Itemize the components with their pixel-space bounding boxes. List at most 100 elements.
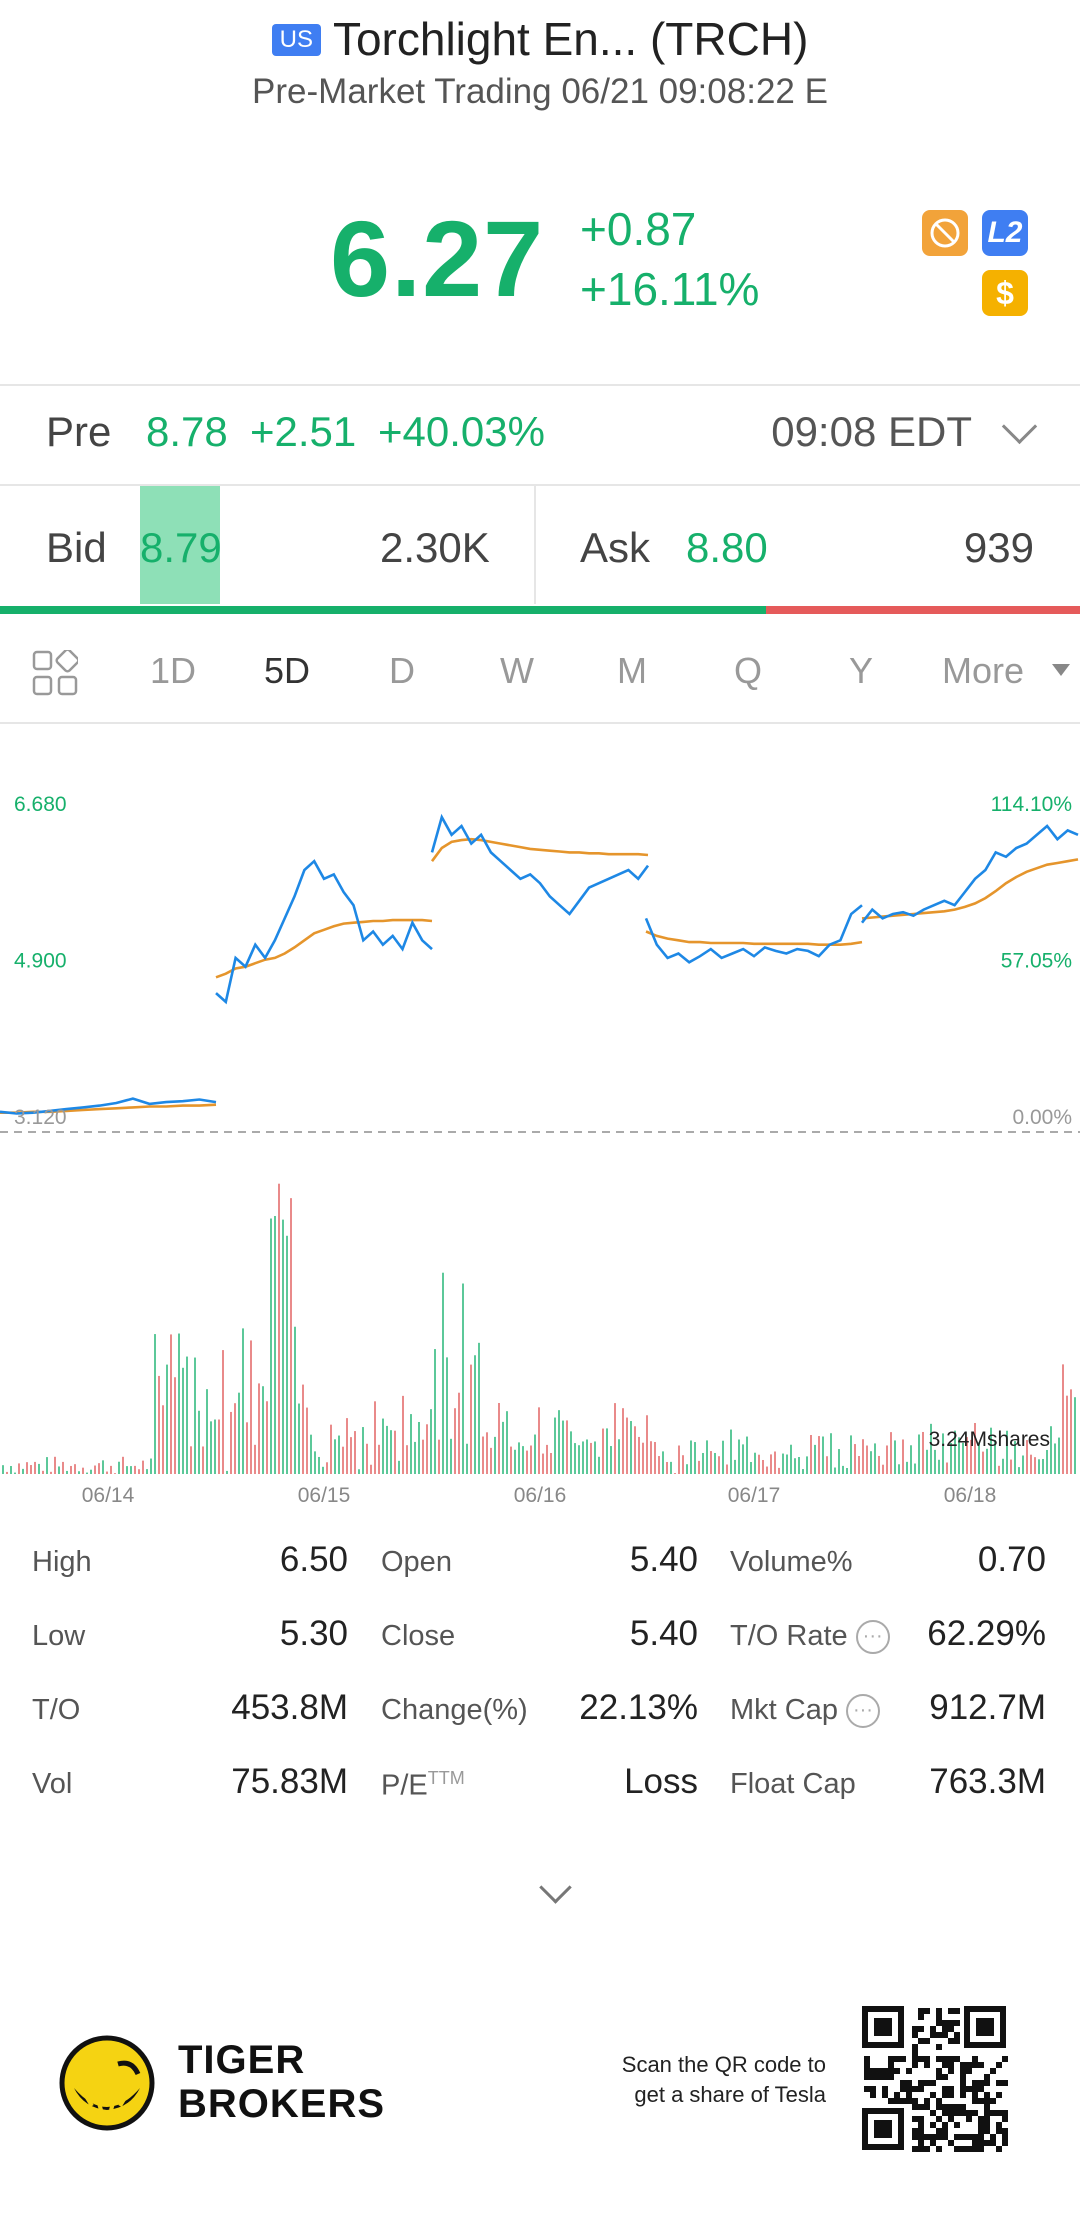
volume-bar bbox=[714, 1452, 716, 1474]
y-right-label: 0.00% bbox=[1012, 1106, 1072, 1129]
tab-more[interactable]: More bbox=[942, 650, 1025, 691]
period-tabs: 1D 5D D W M Q Y More bbox=[0, 614, 1080, 722]
volume-bar bbox=[498, 1402, 500, 1474]
volume-bar bbox=[414, 1441, 416, 1474]
level2-icon[interactable]: L2 bbox=[982, 210, 1028, 256]
tab-d[interactable]: D bbox=[389, 650, 415, 691]
stat-label: Float Cap bbox=[730, 1768, 856, 1801]
volume-bar bbox=[586, 1439, 588, 1474]
volume-bar bbox=[978, 1442, 980, 1474]
volume-bar bbox=[82, 1467, 84, 1474]
volume-bar bbox=[906, 1461, 908, 1474]
volume-bar bbox=[658, 1456, 660, 1474]
volume-bar bbox=[970, 1439, 972, 1474]
stat-label-text: Change(%) bbox=[381, 1694, 528, 1726]
volume-bar bbox=[434, 1349, 436, 1474]
volume-bar bbox=[794, 1458, 796, 1474]
tab-5d[interactable]: 5D bbox=[264, 650, 311, 691]
volume-bar bbox=[902, 1439, 904, 1474]
pre-market-time: 09:08 EDT bbox=[771, 408, 972, 455]
volume-bar bbox=[690, 1440, 692, 1474]
stat-value: 453.8M bbox=[231, 1688, 348, 1727]
volume-bar bbox=[982, 1451, 984, 1474]
ask-price: 8.80 bbox=[686, 524, 768, 571]
stat-label: T/O Rate ··· bbox=[730, 1620, 890, 1655]
chevron-down-icon[interactable] bbox=[1001, 408, 1038, 445]
volume-bar bbox=[234, 1403, 236, 1474]
volume-bar bbox=[478, 1342, 480, 1474]
tab-q[interactable]: Q bbox=[734, 650, 763, 691]
volume-bar bbox=[738, 1439, 740, 1474]
volume-bar bbox=[370, 1464, 372, 1474]
tab-m[interactable]: M bbox=[617, 650, 647, 691]
volume-bar bbox=[146, 1469, 148, 1474]
volume-bar bbox=[730, 1429, 732, 1474]
volume-bar bbox=[1014, 1441, 1016, 1474]
volume-bar bbox=[162, 1405, 164, 1474]
volume-bar bbox=[138, 1469, 140, 1474]
tab-1d[interactable]: 1D bbox=[150, 650, 197, 691]
volume-bar bbox=[134, 1465, 136, 1474]
bid-highlight bbox=[140, 486, 220, 604]
no-sign-icon[interactable] bbox=[922, 210, 968, 256]
stat-label-text: T/O Rate bbox=[730, 1620, 848, 1652]
volume-bar bbox=[826, 1456, 828, 1474]
caret-down-icon[interactable] bbox=[1052, 664, 1070, 676]
volume-bar bbox=[382, 1418, 384, 1474]
volume-bar bbox=[446, 1357, 448, 1474]
volume-bar bbox=[746, 1436, 748, 1474]
tab-y[interactable]: Y bbox=[849, 650, 874, 691]
volume-bar bbox=[934, 1449, 936, 1474]
volume-bar bbox=[442, 1272, 444, 1474]
brand-name: TIGER bbox=[178, 2038, 306, 2082]
volume-bar bbox=[1062, 1364, 1064, 1474]
stat-label: Close bbox=[381, 1620, 455, 1653]
volume-bar bbox=[750, 1461, 752, 1474]
pre-market-row[interactable]: Pre 8.78 +2.51 +40.03% 09:08 EDT bbox=[0, 400, 1080, 472]
volume-bar bbox=[470, 1364, 472, 1474]
volume-bar bbox=[342, 1446, 344, 1474]
avg-line-06/17 bbox=[645, 930, 863, 946]
volume-bar bbox=[726, 1464, 728, 1474]
layout-grid-icon[interactable] bbox=[32, 650, 78, 696]
tab-w[interactable]: W bbox=[500, 650, 534, 691]
volume-bar bbox=[90, 1469, 92, 1474]
stat-label-sup: TTM bbox=[427, 1768, 465, 1788]
volume-bar bbox=[358, 1469, 360, 1474]
volume-bar bbox=[938, 1459, 940, 1474]
volume-bar bbox=[674, 1473, 676, 1474]
volume-bar bbox=[366, 1443, 368, 1474]
dollar-icon[interactable]: $ bbox=[982, 270, 1028, 316]
pre-market-price: 8.78 bbox=[146, 408, 228, 455]
volume-bar bbox=[1046, 1450, 1048, 1474]
stat-value: 75.83M bbox=[231, 1762, 348, 1801]
volume-bar bbox=[170, 1334, 172, 1474]
tiger-logo-icon bbox=[59, 2035, 155, 2131]
divider bbox=[0, 722, 1080, 724]
chevron-down-icon[interactable] bbox=[539, 1871, 572, 1904]
volume-bar bbox=[962, 1442, 964, 1474]
divider bbox=[0, 484, 1080, 486]
stat-value: 22.13% bbox=[579, 1688, 698, 1727]
volume-bar bbox=[922, 1431, 924, 1474]
stat-label: High bbox=[32, 1546, 92, 1579]
volume-bar bbox=[834, 1467, 836, 1474]
volume-bar bbox=[390, 1430, 392, 1474]
volume-bar bbox=[538, 1407, 540, 1474]
volume-bar bbox=[734, 1459, 736, 1474]
volume-bar bbox=[774, 1451, 776, 1474]
info-icon[interactable]: ··· bbox=[845, 1694, 880, 1729]
price-chart[interactable]: 6.680 4.900 3.120 114.10% 57.05% 0.00% 3… bbox=[0, 724, 1080, 1514]
volume-bar bbox=[2, 1465, 4, 1474]
volume-bar bbox=[150, 1458, 152, 1474]
volume-bar bbox=[46, 1457, 48, 1474]
x-axis-labels: 06/14 06/15 06/16 06/17 06/18 bbox=[82, 1484, 997, 1507]
info-icon[interactable]: ··· bbox=[855, 1620, 890, 1655]
volume-bar bbox=[270, 1218, 272, 1474]
volume-bar bbox=[722, 1440, 724, 1474]
volume-bar bbox=[502, 1421, 504, 1474]
volume-bar bbox=[718, 1456, 720, 1474]
avg-line-06/18 bbox=[861, 858, 1079, 920]
volume-bar bbox=[42, 1470, 44, 1474]
volume-bar bbox=[1002, 1458, 1004, 1474]
